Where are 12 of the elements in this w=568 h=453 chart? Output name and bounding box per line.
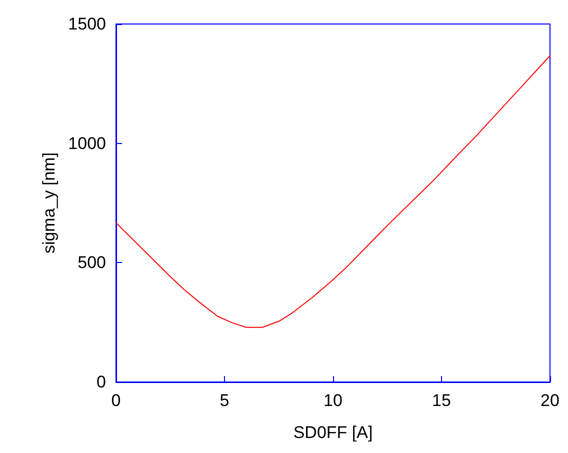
y-tick-label: 0 — [96, 372, 106, 392]
x-tick-label: 20 — [540, 391, 560, 410]
x-tick-label: 5 — [220, 391, 230, 410]
y-axis-title: sigma_y [nm] — [39, 152, 58, 254]
y-tick-label: 500 — [78, 253, 106, 272]
x-tick-label: 15 — [432, 391, 451, 410]
y-tick-label: 1500 — [68, 14, 106, 34]
x-axis-title: SD0FF [A] — [293, 423, 373, 442]
x-tick-label: 0 — [111, 391, 121, 410]
y-tick-label: 1000 — [68, 134, 106, 153]
x-tick-label: 10 — [324, 391, 342, 410]
line-series — [116, 55, 550, 328]
